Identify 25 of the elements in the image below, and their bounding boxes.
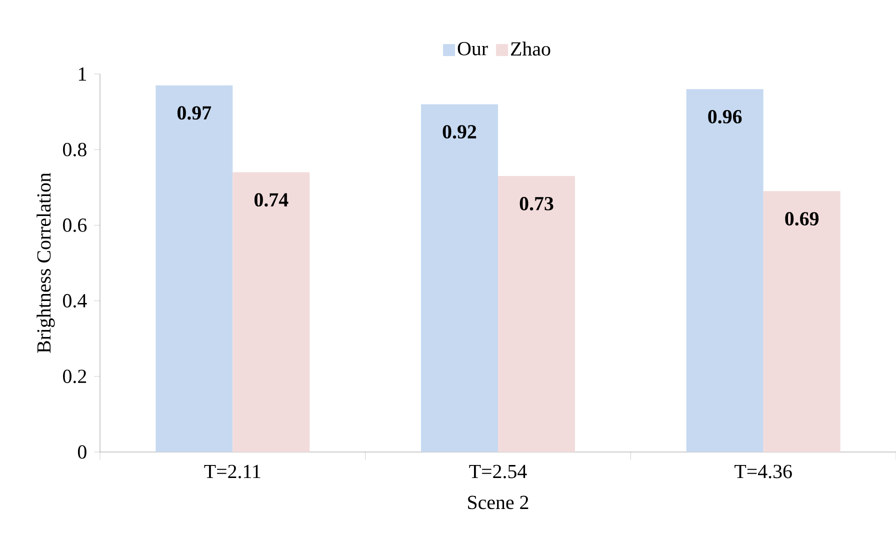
bar [232, 172, 310, 452]
bar [421, 104, 498, 452]
data-label: 0.96 [708, 110, 742, 124]
x-axis-title: Scene 2 [468, 496, 528, 510]
y-tick-label: 0.4 [63, 294, 87, 308]
legend-label: Zhao [510, 42, 550, 56]
data-label: 0.69 [785, 212, 819, 226]
x-tick-label: T=2.54 [469, 464, 527, 478]
y-tick-label: 0 [78, 445, 86, 459]
y-tick-label: 0.8 [63, 142, 86, 156]
legend-label: Our [458, 42, 488, 56]
data-label: 0.74 [254, 193, 288, 207]
y-tick-label: 1 [78, 67, 86, 81]
bar [498, 176, 576, 452]
data-label: 0.97 [178, 106, 212, 120]
data-label: 0.73 [520, 196, 554, 210]
x-tick-label: T=4.36 [734, 464, 792, 478]
x-tick-label: T=2.11 [204, 464, 260, 478]
bar [686, 89, 764, 452]
bar [763, 191, 840, 452]
data-label: 0.92 [442, 125, 476, 139]
y-axis-title: Brightness Correlation [36, 172, 55, 353]
bar [156, 85, 233, 452]
y-tick-label: 0.2 [63, 370, 86, 384]
y-tick-label: 0.6 [63, 218, 87, 232]
